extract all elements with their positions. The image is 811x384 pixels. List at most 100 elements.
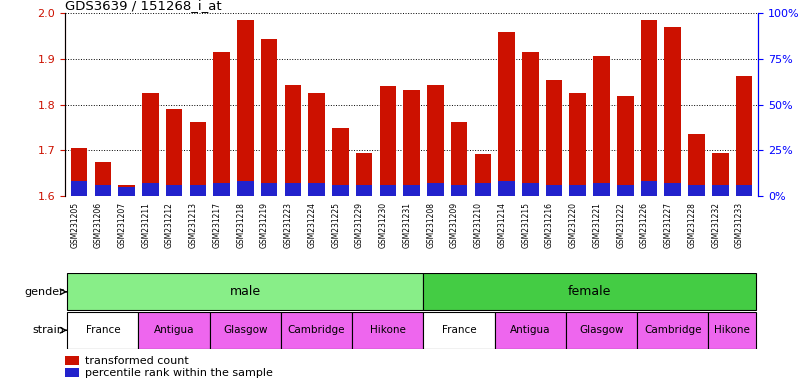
Bar [637, 312, 709, 349]
Text: GSM231223: GSM231223 [284, 202, 293, 248]
Text: Cambridge: Cambridge [288, 325, 345, 335]
Bar [569, 185, 586, 196]
Text: GSM231233: GSM231233 [735, 202, 744, 248]
Bar [498, 31, 515, 196]
Bar [522, 52, 539, 196]
Text: GSM231228: GSM231228 [688, 202, 697, 248]
Bar [237, 20, 254, 196]
Bar [285, 183, 301, 196]
Bar [495, 312, 566, 349]
Text: transformed count: transformed count [85, 356, 189, 366]
Bar [593, 56, 610, 196]
Text: GSM231222: GSM231222 [616, 202, 625, 248]
Bar [139, 312, 210, 349]
Bar [380, 185, 396, 196]
Text: GSM231211: GSM231211 [141, 202, 150, 248]
Text: GSM231208: GSM231208 [427, 202, 436, 248]
Bar [71, 148, 88, 196]
Bar [451, 185, 467, 196]
Bar [566, 312, 637, 349]
Bar [65, 356, 79, 366]
Bar [332, 128, 349, 196]
Bar [165, 185, 182, 196]
Bar [308, 93, 325, 196]
Bar [712, 154, 728, 196]
Bar [190, 122, 206, 196]
Text: GSM231230: GSM231230 [379, 202, 388, 248]
Bar [237, 181, 254, 196]
Text: strain: strain [32, 325, 64, 335]
Bar [142, 183, 159, 196]
Bar [281, 312, 352, 349]
Bar [380, 86, 396, 196]
Bar [546, 185, 562, 196]
Bar [65, 368, 79, 377]
Text: female: female [568, 285, 611, 298]
Text: GDS3639 / 151268_i_at: GDS3639 / 151268_i_at [65, 0, 221, 12]
Bar [641, 20, 658, 196]
Bar [210, 312, 281, 349]
Bar [142, 93, 159, 196]
Text: GSM231206: GSM231206 [94, 202, 103, 248]
Bar [427, 183, 444, 196]
Text: GSM231225: GSM231225 [332, 202, 341, 248]
Bar [165, 109, 182, 196]
Bar [569, 93, 586, 196]
Bar [356, 185, 372, 196]
Bar [712, 185, 728, 196]
Bar [709, 312, 756, 349]
Bar [95, 162, 111, 196]
Bar [356, 153, 372, 196]
Text: France: France [442, 325, 476, 335]
Text: GSM231215: GSM231215 [521, 202, 530, 248]
Bar [261, 183, 277, 196]
Text: GSM231231: GSM231231 [402, 202, 412, 248]
Text: GSM231220: GSM231220 [569, 202, 577, 248]
Text: Hikone: Hikone [714, 325, 750, 335]
Text: GSM231226: GSM231226 [640, 202, 649, 248]
Text: percentile rank within the sample: percentile rank within the sample [85, 368, 273, 378]
Text: GSM231227: GSM231227 [663, 202, 673, 248]
Text: GSM231218: GSM231218 [236, 202, 246, 248]
Bar [546, 81, 562, 196]
Bar [736, 76, 753, 196]
Bar [352, 312, 423, 349]
Text: Glasgow: Glasgow [579, 325, 624, 335]
Bar [593, 183, 610, 196]
Text: GSM231232: GSM231232 [711, 202, 720, 248]
Bar [522, 183, 539, 196]
Bar [213, 52, 230, 196]
Bar [285, 84, 301, 196]
Bar [617, 185, 633, 196]
Bar [190, 185, 206, 196]
Bar [67, 312, 139, 349]
Text: Antigua: Antigua [510, 325, 551, 335]
Text: GSM231209: GSM231209 [450, 202, 459, 248]
Bar [213, 183, 230, 196]
Text: GSM231205: GSM231205 [70, 202, 79, 248]
Bar [332, 185, 349, 196]
Text: GSM231229: GSM231229 [355, 202, 364, 248]
Bar [498, 181, 515, 196]
Text: Glasgow: Glasgow [223, 325, 268, 335]
Text: GSM231217: GSM231217 [212, 202, 221, 248]
Text: GSM231212: GSM231212 [165, 202, 174, 248]
Bar [95, 185, 111, 196]
Text: GSM231224: GSM231224 [307, 202, 316, 248]
Bar [261, 39, 277, 196]
Bar [403, 185, 420, 196]
Text: France: France [86, 325, 120, 335]
Bar [617, 96, 633, 196]
Bar [403, 89, 420, 196]
Bar [71, 181, 88, 196]
Text: GSM231221: GSM231221 [593, 202, 602, 248]
Bar [474, 183, 491, 196]
Bar [67, 273, 423, 310]
Bar [423, 273, 756, 310]
Bar [641, 181, 658, 196]
Bar [451, 121, 467, 196]
Text: Hikone: Hikone [370, 325, 406, 335]
Text: GSM231219: GSM231219 [260, 202, 269, 248]
Bar [664, 183, 681, 196]
Bar [664, 27, 681, 196]
